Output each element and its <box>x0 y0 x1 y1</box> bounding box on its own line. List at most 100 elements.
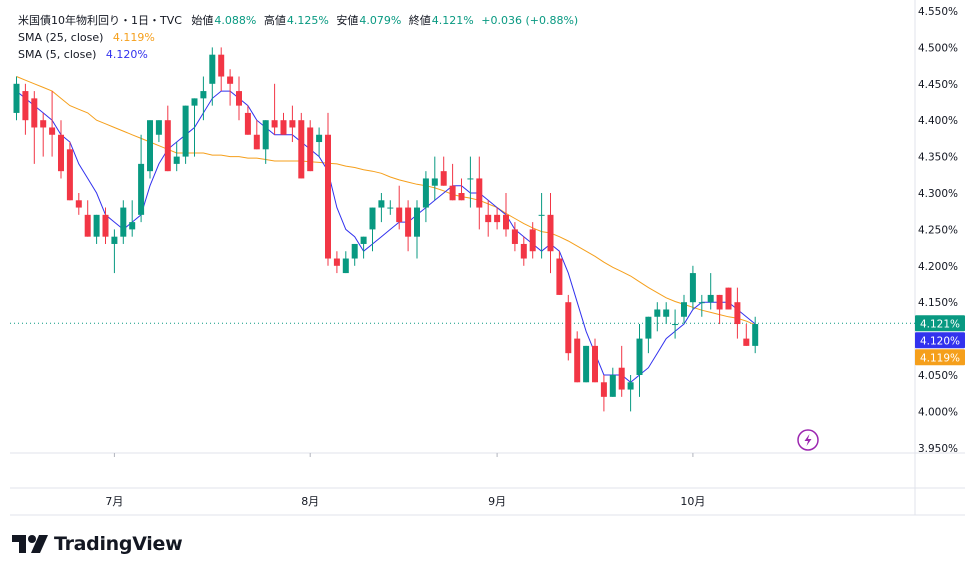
candle-body <box>574 338 581 383</box>
candle-body <box>360 236 367 244</box>
candle <box>556 251 563 295</box>
candle <box>681 294 687 325</box>
candle-body <box>636 338 643 375</box>
sma5-row[interactable]: SMA (5, close) 4.120% <box>18 46 578 63</box>
candle-body <box>271 120 278 128</box>
candle-body <box>503 214 509 230</box>
sma25-line <box>16 76 756 326</box>
candle-body <box>449 185 456 201</box>
candle-body <box>654 309 661 317</box>
y-tick-label: 4.450% <box>918 79 958 91</box>
candle <box>58 120 64 179</box>
candle-body <box>102 214 109 237</box>
candle-body <box>431 178 438 186</box>
high-value: 4.125% <box>286 14 329 27</box>
candle <box>396 185 403 230</box>
candle <box>333 251 340 274</box>
tradingview-logo-text: TradingView <box>54 533 183 555</box>
candle-body <box>511 229 518 244</box>
candle-body <box>66 149 73 201</box>
price-label-bg <box>915 315 965 332</box>
candle <box>191 98 198 157</box>
candle-body <box>414 207 420 237</box>
candle-body <box>253 134 260 150</box>
candle <box>627 375 634 412</box>
candle-body <box>689 273 696 303</box>
low-label: 安値 <box>336 14 359 27</box>
candle-body <box>93 214 100 237</box>
candle-body <box>734 302 741 325</box>
candle-body <box>111 236 118 244</box>
candle-body <box>155 120 162 135</box>
candle <box>529 222 536 259</box>
price-label-bg <box>915 332 965 349</box>
candle <box>307 120 314 172</box>
candle-body <box>396 207 403 223</box>
tradingview-logo[interactable]: TradingView <box>12 533 183 555</box>
candle <box>218 47 225 92</box>
candle-body <box>40 120 47 128</box>
candle <box>663 302 670 325</box>
candle <box>369 207 376 252</box>
candle-body <box>467 178 474 180</box>
candle-body <box>236 91 242 106</box>
candle-body <box>529 229 536 252</box>
candle <box>227 69 234 106</box>
x-tick-label: 9月 <box>488 495 506 508</box>
candle <box>422 171 429 223</box>
candle-body <box>440 171 447 186</box>
lightning-icon[interactable] <box>797 429 819 451</box>
candle-body <box>218 54 225 77</box>
candle <box>476 156 483 230</box>
candle-body <box>663 309 670 317</box>
candle <box>164 105 171 172</box>
open-label: 始値 <box>191 14 214 27</box>
candle <box>298 112 305 179</box>
candle-body <box>227 76 234 84</box>
candle <box>84 200 91 237</box>
price-label-text: 4.120% <box>920 335 960 347</box>
candle-body <box>592 345 598 383</box>
candle <box>752 316 759 354</box>
candle <box>173 142 180 172</box>
candle-body <box>333 258 340 266</box>
high-label: 高値 <box>263 14 286 27</box>
candle <box>618 345 625 397</box>
candle <box>13 76 20 121</box>
x-tick-label: 7月 <box>105 495 123 508</box>
y-tick-label: 4.500% <box>918 42 958 54</box>
candle-body <box>458 193 465 201</box>
candle <box>583 345 590 383</box>
y-tick-label: 4.150% <box>918 297 958 309</box>
candle <box>458 178 465 201</box>
candle <box>698 294 705 317</box>
candle <box>271 83 278 135</box>
candle <box>120 200 127 244</box>
symbol-title[interactable]: 米国債10年物利回り・1日・TVC <box>18 14 182 27</box>
sma25-row[interactable]: SMA (25, close) 4.119% <box>18 29 578 46</box>
candle <box>93 214 100 244</box>
candle <box>636 324 643 397</box>
candle <box>405 200 412 252</box>
candle <box>520 236 527 266</box>
candle-body <box>681 302 687 317</box>
y-tick-label: 4.000% <box>918 406 958 418</box>
sma5-label: SMA (5, close) <box>18 48 97 61</box>
candle <box>236 76 242 121</box>
candle <box>280 112 287 135</box>
candle-body <box>618 367 625 390</box>
y-tick-label: 3.950% <box>918 443 958 455</box>
candle-body <box>307 127 314 172</box>
symbol-row: 米国債10年物利回り・1日・TVC 始値4.088% 高値4.125% 安値4.… <box>18 12 578 29</box>
candle-body <box>209 54 216 84</box>
close-label: 終値 <box>408 14 431 27</box>
candle <box>725 287 732 310</box>
candle <box>289 105 296 143</box>
candle-body <box>565 302 572 354</box>
candle-body <box>698 302 705 304</box>
candle-body <box>49 127 56 135</box>
candle <box>707 273 714 310</box>
candle-body <box>752 324 759 346</box>
